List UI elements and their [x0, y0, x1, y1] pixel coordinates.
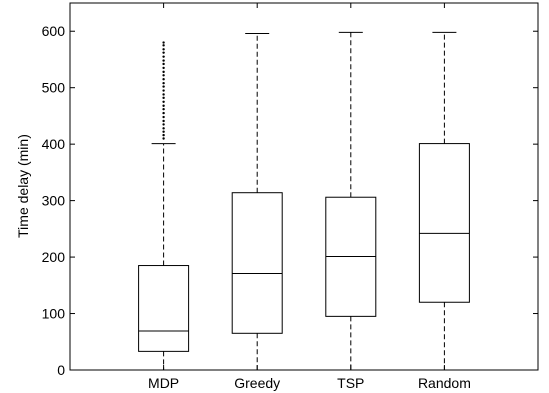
outlier-point: [162, 74, 165, 77]
outlier-point: [162, 111, 165, 115]
y-tick-label: 300: [42, 193, 66, 209]
box-mdp: [138, 41, 190, 371]
x-tick-label-random: Random: [418, 375, 471, 391]
outlier-point: [162, 41, 165, 44]
outlier-point: [162, 115, 165, 119]
y-tick-label: 200: [42, 249, 66, 265]
y-tick-label: 400: [42, 136, 66, 152]
outlier-point: [162, 119, 165, 123]
outlier-point: [162, 127, 165, 130]
outlier-point: [162, 48, 165, 51]
y-axis-title: Time delay (min): [15, 134, 31, 238]
outlier-point: [162, 130, 165, 133]
outlier-point: [162, 96, 165, 100]
iqr-box: [138, 265, 190, 352]
outlier-point: [162, 89, 165, 92]
y-tick-label: 100: [42, 306, 66, 322]
outlier-point: [162, 104, 165, 107]
y-axis: 0 100 200 300 400 500 600: [42, 23, 538, 378]
outlier-point: [162, 55, 165, 58]
outlier-point: [162, 123, 165, 126]
y-tick-label: 500: [42, 80, 66, 96]
outlier-point: [162, 66, 165, 70]
x-axis: MDP Greedy TSP Random: [148, 3, 471, 391]
outlier-point: [162, 107, 165, 111]
outlier-point: [162, 51, 165, 54]
outlier-point: [162, 81, 165, 85]
x-tick-label-mdp: MDP: [148, 375, 179, 391]
box-greedy: [231, 32, 283, 371]
outlier-point: [162, 44, 165, 47]
outlier-point: [162, 70, 165, 74]
outlier-point: [162, 133, 165, 137]
outlier-point: [162, 78, 165, 81]
outlier-point: [162, 62, 165, 66]
plot-area: [69, 2, 539, 371]
iqr-box: [418, 143, 470, 303]
outlier-point: [162, 59, 165, 62]
outlier-point: [162, 137, 165, 140]
x-tick-label-greedy: Greedy: [234, 375, 280, 391]
y-tick-label: 600: [42, 23, 66, 39]
box-random: [418, 31, 470, 371]
outlier-point: [162, 100, 165, 104]
y-tick-label: 0: [57, 362, 65, 378]
outlier-point: [162, 85, 165, 88]
box-tsp: [325, 31, 377, 371]
outlier-point: [162, 93, 165, 96]
x-tick-label-tsp: TSP: [337, 375, 364, 391]
boxes: [138, 31, 470, 371]
iqr-box: [231, 192, 283, 334]
